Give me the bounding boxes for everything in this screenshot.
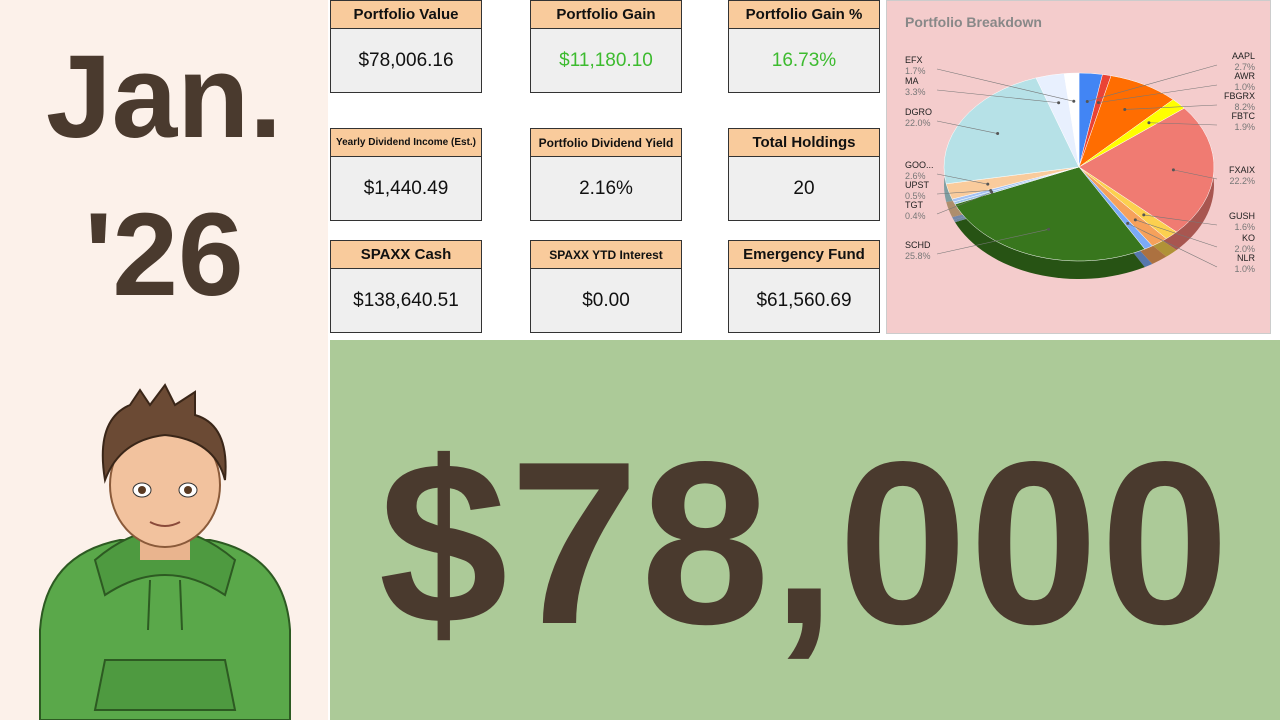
leader-line [936, 68, 1074, 102]
leader-dot [986, 182, 990, 186]
card-title: Total Holdings [728, 128, 880, 157]
slice-value: 22.2% [1229, 176, 1255, 186]
card-value: $138,640.51 [330, 269, 482, 333]
leader-line [936, 173, 988, 185]
slice-label: UPST [905, 180, 930, 190]
card-value: $0.00 [530, 269, 682, 333]
year: '26 [84, 189, 244, 321]
slice-label: AAPL [1232, 51, 1255, 61]
slice-value: 1.7% [905, 66, 926, 76]
slice-label: GUSH [1229, 211, 1255, 221]
headline-panel: $78,000 [330, 340, 1280, 720]
slice-value: 22.0% [905, 118, 931, 128]
card-title: Emergency Fund [728, 240, 880, 269]
stat-card: Yearly Dividend Income (Est.) $1,440.49 [330, 128, 482, 221]
stat-card: Emergency Fund $61,560.69 [728, 240, 880, 333]
leader-dot [1171, 168, 1175, 172]
leader-line [936, 229, 1049, 255]
slice-label: AWR [1234, 71, 1255, 81]
card-title: Portfolio Gain % [728, 0, 880, 29]
leader-line [1098, 84, 1218, 103]
card-value: $78,006.16 [330, 29, 482, 93]
card-value: $11,180.10 [530, 29, 682, 93]
leader-line [936, 191, 992, 215]
stat-card: Portfolio Dividend Yield 2.16% [530, 128, 682, 221]
slice-value: 0.5% [905, 191, 926, 201]
leader-dot [1096, 101, 1100, 105]
slice-value: 2.6% [905, 171, 926, 181]
slice-label: FBGRX [1224, 91, 1255, 101]
leader-dot [1147, 121, 1151, 125]
slice-label: DGRO [905, 107, 932, 117]
slice [943, 77, 1080, 185]
leader-line [1087, 64, 1218, 102]
leader-line [1124, 104, 1218, 110]
card-title: Portfolio Dividend Yield [530, 128, 682, 157]
pie-chart: Portfolio Breakdown AAPL2.7%AWR1.0%FBGRX… [905, 14, 1256, 279]
slice-value: 0.4% [905, 211, 926, 221]
leader-line [936, 120, 998, 134]
left-panel: Jan. '26 [0, 0, 328, 720]
slice-value: 1.0% [1234, 264, 1255, 274]
slice [1063, 72, 1080, 168]
chart-title: Portfolio Breakdown [905, 14, 1042, 30]
leader-line [936, 89, 1059, 104]
slice-label: NLR [1237, 253, 1256, 263]
leader-dot [1123, 107, 1127, 111]
slice-label: SCHD [905, 240, 931, 250]
stat-card: Portfolio Value $78,006.16 [330, 0, 482, 93]
slice-value: 1.9% [1234, 122, 1255, 132]
slice-value: 2.0% [1234, 244, 1255, 254]
leader-dot [1057, 101, 1061, 105]
avatar [39, 383, 291, 720]
slice-value: 1.0% [1234, 82, 1255, 92]
stat-card: SPAXX YTD Interest $0.00 [530, 240, 682, 333]
card-title: Portfolio Value [330, 0, 482, 29]
card-value: 20 [728, 157, 880, 221]
slice-value: 3.3% [905, 87, 926, 97]
slice-value: 25.8% [905, 251, 931, 261]
stat-card: SPAXX Cash $138,640.51 [330, 240, 482, 333]
leader-dot [1072, 99, 1076, 103]
slice-label: KO [1242, 233, 1255, 243]
card-title: SPAXX Cash [330, 240, 482, 269]
slice-label: MA [905, 76, 919, 86]
leader-dot [1133, 218, 1137, 222]
card-title: SPAXX YTD Interest [530, 240, 682, 269]
stat-card: Portfolio Gain % 16.73% [728, 0, 880, 93]
card-value: 2.16% [530, 157, 682, 221]
month: Jan. [45, 31, 283, 163]
slice-label: FBTC [1232, 111, 1256, 121]
slice-value: 2.7% [1234, 62, 1255, 72]
stat-card: Total Holdings 20 [728, 128, 880, 221]
leader-line [936, 190, 991, 195]
leader-line [1127, 223, 1218, 268]
leader-line [1143, 214, 1218, 226]
leader-dot [1085, 99, 1089, 103]
leader-line [1148, 122, 1218, 126]
leader-dot [1142, 213, 1146, 217]
leader-dot [1126, 221, 1130, 225]
stat-card: Portfolio Gain $11,180.10 [530, 0, 682, 93]
card-value: $1,440.49 [330, 157, 482, 221]
slice-label: TGT [905, 200, 923, 210]
leader-dot [996, 132, 1000, 136]
leader-line [1173, 169, 1218, 180]
leader-dot [989, 188, 993, 192]
slice-label: FXAIX [1229, 165, 1255, 175]
card-title: Portfolio Gain [530, 0, 682, 29]
card-value: 16.73% [728, 29, 880, 93]
card-title: Yearly Dividend Income (Est.) [330, 128, 482, 157]
card-value: $61,560.69 [728, 269, 880, 333]
slice-value: 8.2% [1234, 102, 1255, 112]
headline: $78,000 [378, 414, 1232, 673]
slice-value: 1.6% [1234, 222, 1255, 232]
pie-panel: Portfolio Breakdown AAPL 2.7% AWR 1.0% FBGRX… [886, 0, 1271, 334]
slice-label: GOO... [905, 160, 934, 170]
leader-line [1135, 219, 1218, 248]
slice [954, 166, 1146, 262]
slice-label: EFX [905, 55, 923, 65]
leader-dot [1047, 227, 1051, 231]
